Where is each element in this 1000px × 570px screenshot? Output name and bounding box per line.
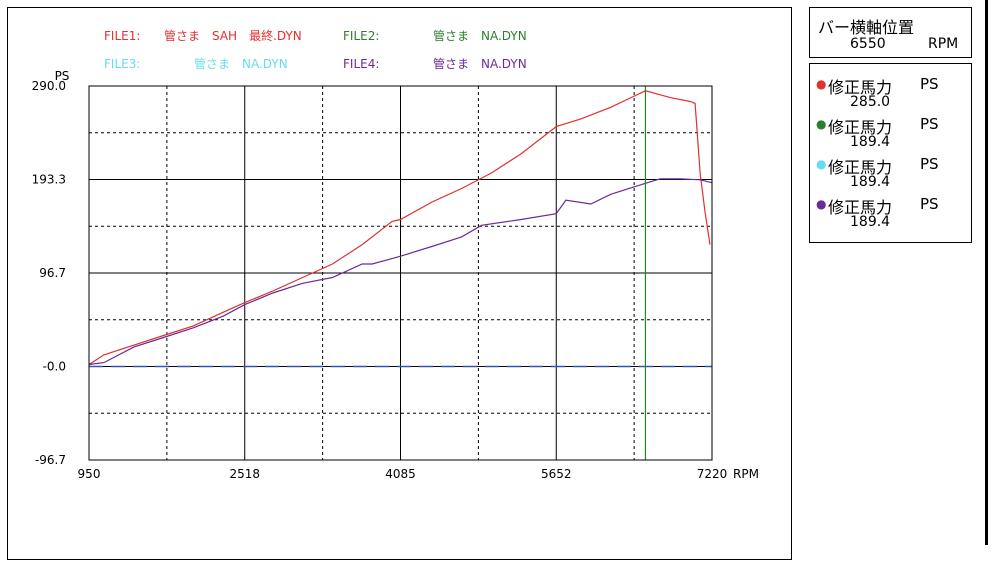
window-edge (985, 0, 988, 545)
legend-value: 189.4 (850, 214, 891, 230)
legend-label: 修正馬力 (828, 78, 893, 97)
file-label-name: 管さま NA.DYN (194, 56, 288, 71)
bar-position-value: 6550 (850, 36, 886, 52)
power-chart: FILE1: 管さま SAH 最終.DYN FILE2: 管さま NA.DYN FILE… (32, 28, 759, 481)
x-tick-label: 950 (78, 467, 101, 481)
chart-panel: FILE1: 管さま SAH 最終.DYN FILE2: 管さま NA.DYN FILE… (7, 7, 792, 560)
plot-area-border (88, 85, 713, 461)
series-line-2 (88, 178, 713, 366)
legend-label: 修正馬力 (828, 118, 893, 137)
file-label-name: 管さま NA.DYN (433, 28, 527, 43)
legend-item-file3: ● 修正馬力 PS 189.4 (814, 154, 970, 194)
bar-position-box: バー横軸位置 6550 RPM (809, 7, 972, 58)
x-tick-label: 4085 (385, 467, 416, 481)
legend-dot-icon: ● (816, 157, 827, 171)
legend-box: ● 修正馬力 PS 285.0 ● 修正馬力 PS 189.4 ● 修正馬力 P… (809, 63, 972, 243)
legend-item-file4: ● 修正馬力 PS 189.4 (814, 194, 970, 234)
x-axis-unit: RPM (733, 467, 759, 481)
file-label-name: 管さま NA.DYN (433, 56, 527, 71)
bar-position-unit: RPM (928, 36, 959, 52)
y-tick-label: -0.0 (43, 360, 66, 374)
y-tick-label: 193.3 (32, 173, 66, 187)
legend-value: 285.0 (850, 94, 891, 110)
y-tick-label: -96.7 (35, 453, 66, 467)
legend-dot-icon: ● (816, 117, 827, 131)
legend-unit: PS (920, 75, 939, 93)
legend-item-file2: ● 修正馬力 PS 189.4 (814, 114, 970, 154)
legend-label: 修正馬力 (828, 158, 893, 177)
x-tick-label: 5652 (541, 467, 572, 481)
legend-value: 189.4 (850, 174, 891, 190)
y-tick-label: 96.7 (39, 266, 66, 280)
legend-unit: PS (920, 195, 939, 213)
legend-unit: PS (920, 115, 939, 133)
file-label-prefix: FILE4: (343, 57, 379, 71)
bar-position-title: バー横軸位置 (818, 18, 915, 37)
series-line-1 (88, 90, 711, 366)
legend-value: 189.4 (850, 134, 891, 150)
legend-label: 修正馬力 (828, 198, 893, 217)
x-tick-label: 2518 (229, 467, 260, 481)
x-tick-label: 7220 (697, 467, 728, 481)
legend-dot-icon: ● (816, 197, 827, 211)
legend-unit: PS (920, 155, 939, 173)
legend-item-file1: ● 修正馬力 PS 285.0 (814, 74, 970, 114)
file-label-prefix: FILE3: (104, 57, 140, 71)
y-axis-title: PS (55, 69, 70, 83)
legend-dot-icon: ● (816, 77, 827, 91)
file-label-prefix: FILE1: (104, 29, 140, 43)
file-label-name: 管さま SAH 最終.DYN (164, 28, 302, 43)
y-tick-label: 290.0 (32, 79, 66, 93)
file-label-prefix: FILE2: (343, 29, 379, 43)
